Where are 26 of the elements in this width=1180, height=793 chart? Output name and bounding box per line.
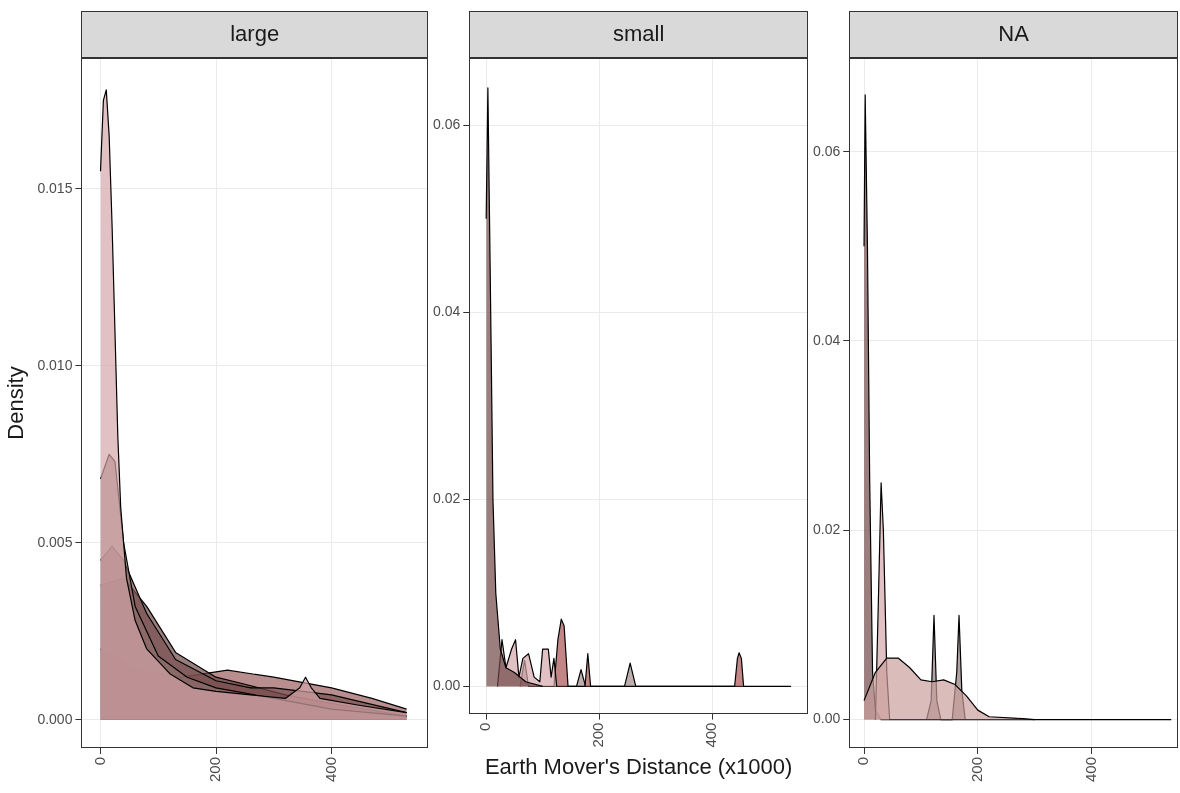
x-tick-label: 400 (1081, 756, 1099, 782)
y-tick-label: 0.02 (433, 490, 461, 507)
chart-title: large (81, 11, 428, 58)
y-tick-label: 0.04 (813, 331, 841, 348)
x-tick-label: 200 (967, 756, 985, 782)
x-tick-label: 400 (321, 756, 339, 782)
x-axis-title: Earth Mover's Distance (x1000) (484, 753, 793, 779)
y-tick-label: 0.06 (813, 142, 841, 159)
x-tick-label: 0 (476, 722, 494, 731)
x-tick-label: 400 (702, 722, 720, 748)
chart-title: NA (849, 11, 1178, 58)
y-tick-label: 0.000 (37, 710, 73, 727)
chart-title: small (469, 11, 808, 58)
x-tick-label: 200 (589, 722, 607, 748)
x-tick-label: 0 (854, 756, 872, 766)
y-tick-label: 0.010 (37, 356, 73, 373)
y-tick-label: 0.015 (37, 179, 73, 196)
y-axis-title: Density (3, 366, 29, 440)
x-tick-label: 200 (206, 756, 224, 782)
y-tick-label: 0.06 (433, 116, 461, 133)
x-tick-label: 0 (90, 756, 108, 766)
y-tick-label: 0.005 (37, 533, 73, 550)
y-tick-label: 0.02 (813, 521, 841, 538)
y-tick-label: 0.00 (813, 710, 841, 727)
y-tick-label: 0.00 (433, 677, 461, 694)
y-tick-label: 0.04 (433, 303, 461, 320)
